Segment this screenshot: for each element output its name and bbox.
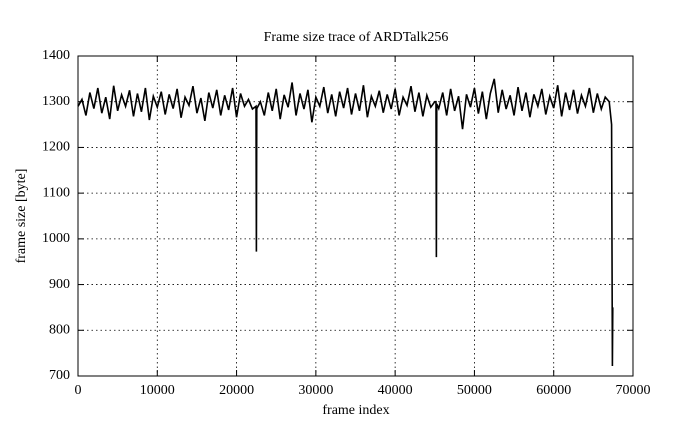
x-tick-label: 60000	[536, 383, 571, 398]
y-axis-label: frame size [byte]	[14, 169, 29, 264]
data-line	[77, 78, 614, 366]
x-tick-label: 50000	[457, 383, 492, 398]
x-tick-label: 30000	[298, 383, 333, 398]
plot-frame	[77, 55, 634, 377]
y-tick-label: 1300	[42, 94, 70, 109]
x-tick-label: 20000	[219, 383, 254, 398]
y-tick-label: 1100	[43, 185, 70, 200]
chart-title: Frame size trace of ARDTalk256	[264, 30, 449, 45]
x-tick-label: 40000	[378, 383, 413, 398]
x-tick-label: 10000	[140, 383, 175, 398]
y-tick-label: 700	[49, 368, 70, 383]
y-tick-label: 800	[49, 323, 70, 338]
grid	[77, 55, 634, 377]
y-tick-label: 1000	[42, 231, 70, 246]
y-tick-label: 1200	[42, 140, 70, 155]
y-tick-label: 1400	[42, 48, 70, 63]
y-tick-label: 900	[49, 277, 70, 292]
x-tick-label: 70000	[616, 383, 651, 398]
plot	[77, 78, 614, 366]
x-axis-label: frame index	[322, 403, 389, 418]
x-tick-label: 0	[75, 383, 82, 398]
